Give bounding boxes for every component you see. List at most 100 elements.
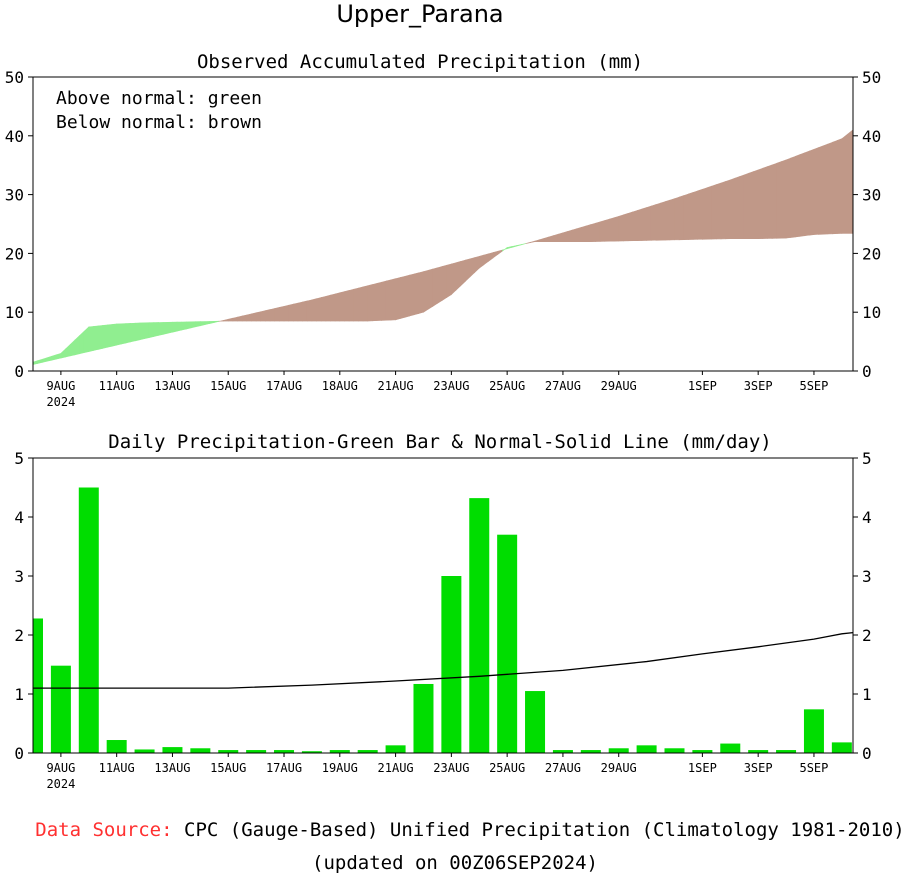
y-tick-label-left: 3 [14,567,24,586]
below-normal-area [362,285,368,322]
above-normal-area [204,321,210,326]
below-normal-area [818,145,824,235]
y-tick-label-right: 5 [862,449,872,468]
below-normal-area [739,174,745,239]
x-tick-label: 13AUG [154,761,190,775]
above-normal-area [153,322,159,337]
below-normal-area [465,258,471,283]
below-normal-area [804,150,810,237]
below-normal-area [762,166,768,239]
x-tick-label: 17AUG [266,379,302,393]
data-source-line: Data Source: CPC (Gauge-Based) Unified P… [35,819,904,841]
daily-precip-bar [469,498,490,753]
below-normal-area [469,257,475,278]
daily-precip-bar [106,740,127,753]
above-normal-area [102,324,108,349]
below-normal-area [497,249,503,255]
updated-note: (updated on 00Z06SEP2024) [312,852,598,874]
daily-precip-bar [33,618,43,753]
x-tick-label: 25AUG [489,379,525,393]
below-normal-area [567,229,573,242]
below-normal-area [571,228,578,242]
below-normal-area [260,310,266,322]
daily-precip-bar [385,745,406,753]
below-normal-area [265,309,271,322]
below-normal-area [725,179,731,240]
below-normal-area [641,207,647,241]
normal-line [33,631,854,689]
x-tick-label: 3SEP [744,379,773,393]
daily-precip-bar [748,750,769,753]
daily-normal-line [33,631,854,689]
above-normal-area [516,244,522,247]
x-tick-label: 23AUG [433,379,469,393]
below-normal-area [474,255,480,274]
below-normal-area [251,312,257,322]
y-tick-label-left: 1 [14,685,24,704]
below-normal-area [227,317,234,322]
accumulated-y-axis: 0 0 10 10 20 20 30 30 40 40 50 50 [5,68,882,381]
below-normal-area [409,273,415,317]
x-tick-label: 23AUG [433,761,469,775]
daily-precip-bar [329,750,350,753]
below-normal-area [553,233,559,242]
below-normal-area [664,199,671,241]
data-source-text: CPC (Gauge-Based) Unified Precipitation … [184,819,905,841]
x-tick-label: 11AUG [99,379,135,393]
above-normal-area [65,343,71,358]
below-normal-area [678,195,685,241]
below-normal-area [799,152,805,237]
above-normal-area [55,352,62,360]
below-normal-area [688,192,694,240]
below-normal-area [771,162,778,239]
below-normal-area [697,188,703,240]
daily-precip-bar [831,742,852,753]
below-normal-area [832,140,838,235]
daily-precip-bar [692,750,713,753]
above-normal-area [176,321,183,332]
x-tick-label: 27AUG [545,379,581,393]
daily-precip-bar [803,709,824,753]
below-normal-area [813,147,819,235]
below-normal-area [646,205,652,241]
below-normal-area [660,201,666,241]
below-normal-area [441,264,448,301]
below-normal-area [743,172,750,239]
x-tick-label: 21AUG [378,761,414,775]
daily-precip-bar [580,750,601,753]
x-tick-label: 15AUG [210,761,246,775]
above-normal-area [46,355,52,362]
below-normal-area [488,252,494,262]
below-normal-area [344,290,350,322]
below-normal-area [223,318,229,322]
above-normal-area [190,321,196,329]
below-normal-area [297,301,303,322]
below-normal-area [836,138,843,234]
below-normal-area [316,297,322,322]
x-tick-label: 17AUG [266,761,302,775]
above-normal-area [111,323,117,347]
below-normal-area [372,283,378,322]
above-normal-area [195,321,201,328]
x-tick-label: 1SEP [688,761,717,775]
below-normal-area [288,303,294,322]
x-tick-label: 13AUG [154,379,190,393]
daily-precip-bar [608,748,629,753]
above-normal-area [130,322,136,343]
below-normal-area [539,237,545,242]
x-tick-label: 25AUG [489,761,525,775]
daily-y-axis: 0 0 1 1 2 2 3 3 4 4 5 5 [14,449,871,763]
below-normal-area [395,277,401,321]
above-normal-area [88,326,94,352]
y-tick-label-left: 40 [5,127,24,146]
y-tick-label-right: 2 [862,626,872,645]
x-tick-label: 29AUG [601,379,637,393]
below-normal-area [306,299,313,322]
y-tick-label-right: 50 [862,68,881,87]
y-tick-label-right: 10 [862,303,881,322]
below-normal-area [451,262,457,296]
y-tick-label-left: 0 [14,362,24,381]
below-normal-area [525,241,531,244]
below-normal-area [706,185,712,240]
x-tick-label: 29AUG [601,761,637,775]
